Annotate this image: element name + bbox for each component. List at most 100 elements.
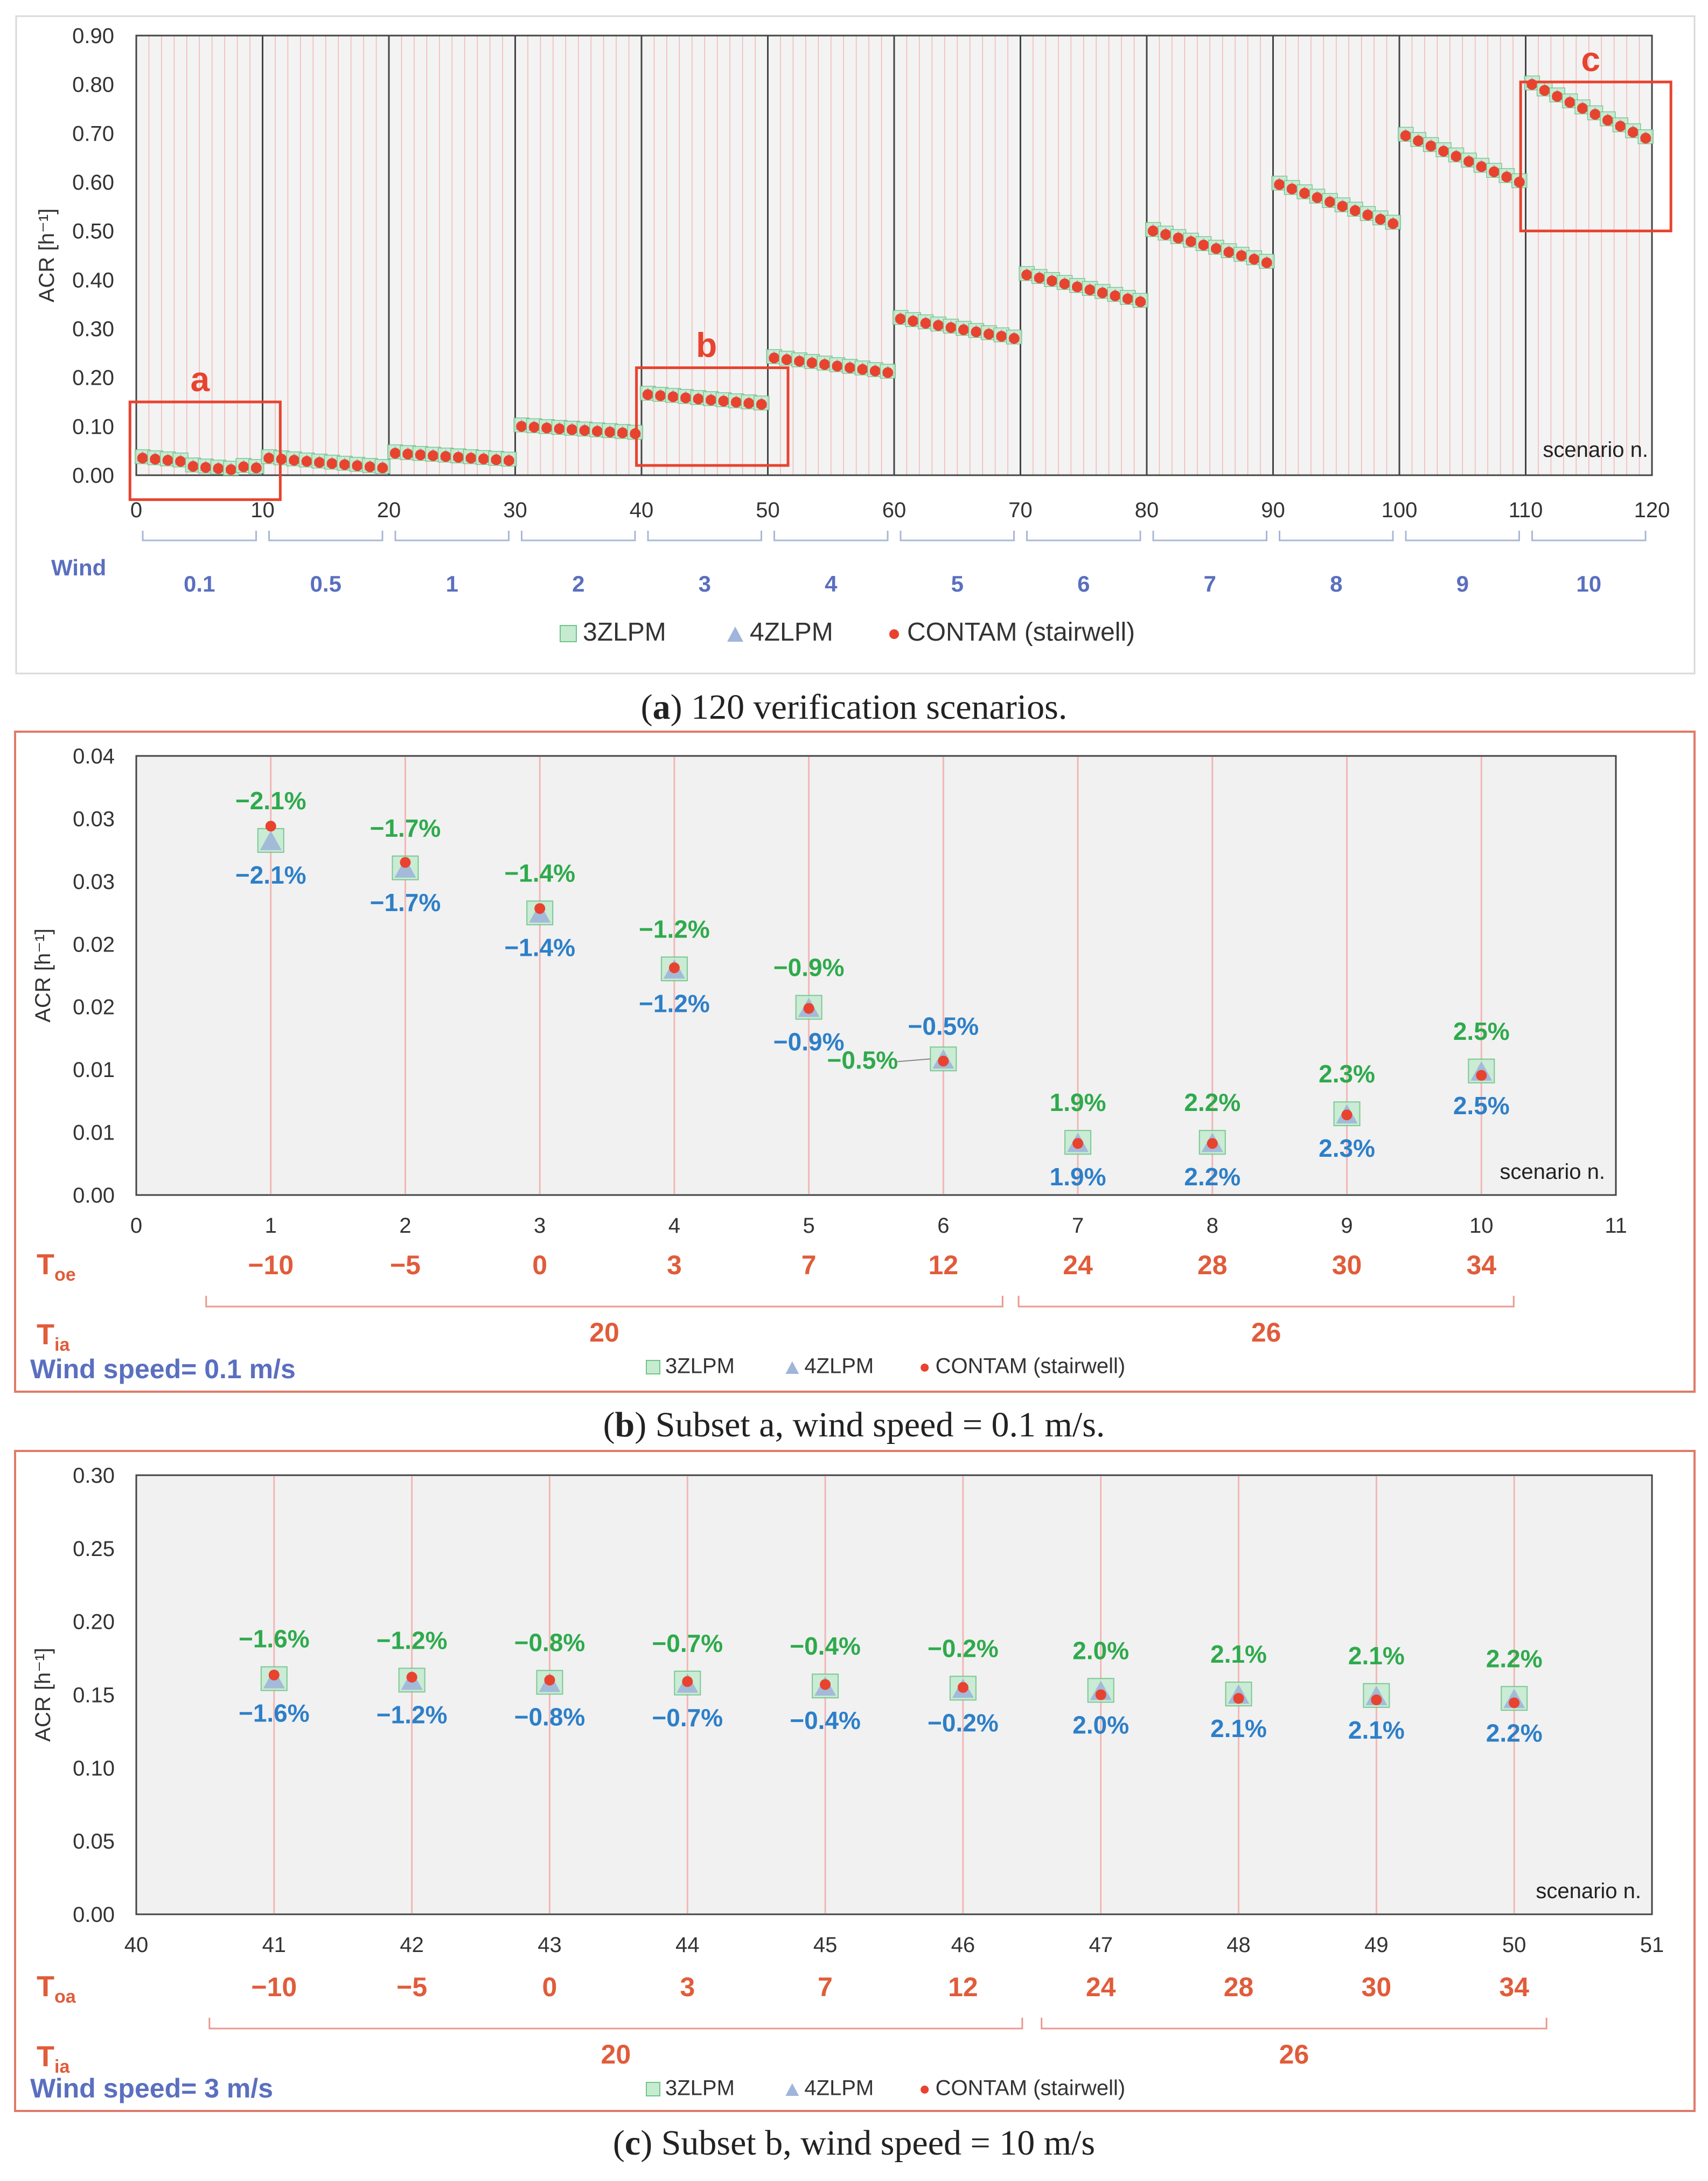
- panel-a-contam-point: [819, 359, 831, 370]
- panel-b-x-tick-label: 3: [534, 1214, 546, 1238]
- caption-a-text: 120 verification scenarios.: [682, 687, 1068, 727]
- panel-c-legend-4zlpm-marker: [785, 2083, 799, 2096]
- panel-c-legend: 3ZLPM 4ZLPM CONTAM (stairwell): [646, 2076, 1125, 2100]
- panel-a-contam-point: [1135, 296, 1146, 308]
- panel-b-x-tick-label: 11: [1605, 1214, 1627, 1238]
- panel-b-toe-value: 7: [801, 1250, 817, 1280]
- panel-c-x-tick-label: 51: [1640, 1933, 1664, 1957]
- panel-a-wind-group-label: 9: [1456, 571, 1469, 596]
- panel-c-contam-point: [268, 1669, 280, 1680]
- panel-a-wind-bracket: [1026, 531, 1141, 541]
- panel-c-legend-3zlpm-label: 3ZLPM: [665, 2076, 735, 2100]
- panel-a-wind-bracket: [268, 531, 384, 541]
- panel-a-y-tick-label: 0.60: [72, 171, 114, 195]
- panel-c-diff-4zlpm-label: 2.2%: [1486, 1719, 1543, 1747]
- panel-b-diff-3zlpm-label: −0.5%: [827, 1046, 898, 1074]
- panel-a-contam-point: [503, 455, 514, 466]
- panel-a-contam-point: [693, 393, 704, 405]
- panel-b-diff-3zlpm-label: −2.1%: [235, 787, 306, 815]
- panel-c-contam-point: [1509, 1697, 1520, 1708]
- panel-c-x-tick-label: 47: [1089, 1933, 1113, 1957]
- panel-a-wind-bracket: [521, 531, 636, 541]
- panel-b-tia-value: 26: [1251, 1317, 1281, 1348]
- panel-b-diff-3zlpm-label: −1.2%: [639, 915, 710, 943]
- panel-b-contam-point: [938, 1055, 949, 1067]
- panel-b-legend-3zlpm-label: 3ZLPM: [665, 1354, 735, 1378]
- panel-c-diff-3zlpm-label: 2.1%: [1348, 1642, 1405, 1670]
- panel-a-contam-point: [175, 456, 186, 467]
- caption-b: (b) Subset a, wind speed = 0.1 m/s.: [603, 1405, 1105, 1444]
- panel-a-wind-group-label: 5: [951, 571, 964, 596]
- caption-a: (a) 120 verification scenarios.: [640, 687, 1068, 727]
- panel-c-x-tick-label: 42: [400, 1933, 424, 1957]
- panel-a-contam-point: [402, 448, 414, 460]
- panel-a-legend-4zlpm-marker: [727, 627, 743, 642]
- caption-c: (c) Subset b, wind speed = 10 m/s: [612, 2123, 1096, 2163]
- caption-a-letter: a: [652, 687, 671, 727]
- panel-c-tia-bracket: [1041, 2018, 1547, 2030]
- panel-a-y-tick-label: 0.20: [72, 366, 114, 390]
- panel-a-x-tick-label: 30: [503, 498, 527, 522]
- panel-c-toe-value: 12: [948, 1972, 978, 2002]
- panel-a-contam-point: [832, 360, 843, 372]
- panel-a-contam-point: [1173, 232, 1184, 244]
- panel-a-wind-group-label: 6: [1077, 571, 1090, 596]
- panel-a-wind-group-label: 10: [1576, 571, 1601, 596]
- panel-a-x-tick-label: 40: [630, 498, 654, 522]
- panel-a-contam-point: [440, 451, 451, 462]
- panel-b-contam-point: [1207, 1138, 1218, 1149]
- panel-a-contam-point: [604, 426, 616, 437]
- panel-a-legend-4zlpm-label: 4ZLPM: [750, 618, 833, 647]
- panel-b-toe-value: 34: [1466, 1250, 1496, 1280]
- panel-a-legend: 3ZLPM 4ZLPM CONTAM (stairwell): [560, 618, 1135, 647]
- panel-c-diff-4zlpm-label: 2.0%: [1072, 1711, 1129, 1739]
- panel-a-contam-point: [933, 319, 944, 331]
- panel-a-x-tick-label: 90: [1261, 498, 1285, 522]
- panel-a-zoom-box-label-b: b: [696, 326, 717, 365]
- panel-a-wind-group-label: 1: [446, 571, 458, 596]
- panel-c-tia-bracket: [208, 2018, 1023, 2030]
- panel-a-y-tick-label: 0.70: [72, 122, 114, 145]
- panel-b-x-tick-label: 6: [937, 1214, 949, 1238]
- panel-a-contam-point: [326, 458, 338, 469]
- panel-c-plot-area: [135, 1474, 1653, 1915]
- panel-b-toe-value: 3: [667, 1250, 682, 1280]
- panel-b-contam-point: [534, 903, 546, 914]
- panel-a-contam-point: [844, 362, 855, 373]
- panel-a-contam-point: [617, 427, 628, 439]
- panel-a-contam-point: [1160, 229, 1172, 240]
- panel-b-diff-3zlpm-label: −1.4%: [504, 859, 575, 887]
- panel-c-toe-value: 3: [680, 1972, 695, 2002]
- panel-c-toe-value: 0: [542, 1972, 557, 2002]
- panel-b-y-tick-label: 0.03: [73, 807, 115, 831]
- panel-a-contam-point: [162, 455, 173, 466]
- panel-b-legend: 3ZLPM 4ZLPM CONTAM (stairwell): [646, 1354, 1125, 1378]
- panel-a-contam-point: [1147, 225, 1159, 237]
- panel-a-contam-point: [857, 364, 868, 375]
- panel-a-zoom-box-label-c: c: [1581, 40, 1600, 79]
- panel-a-legend-contam-marker: [889, 629, 899, 639]
- panel-a-contam-point: [1249, 254, 1260, 265]
- panel-c-diff-3zlpm-label: 2.0%: [1072, 1636, 1129, 1664]
- panel-a-x-tick-label: 50: [756, 498, 780, 522]
- panel-a-contam-point: [945, 322, 957, 333]
- panel-c-contam-point: [544, 1675, 555, 1686]
- panel-a-contam-point: [869, 365, 881, 377]
- panel-c-toe-value: 30: [1362, 1972, 1392, 2002]
- panel-c-contam-point: [1371, 1694, 1382, 1706]
- panel-a-contam-point: [452, 452, 464, 463]
- panel-a-contam-point: [1590, 109, 1601, 120]
- panel-c-diff-4zlpm-label: −1.6%: [239, 1699, 310, 1727]
- panel-b-diff-3zlpm-label: −1.7%: [370, 814, 441, 842]
- panel-b-diff-4zlpm-label: −1.4%: [504, 933, 575, 961]
- panel-a-x-tick-label: 80: [1135, 498, 1159, 522]
- panel-c-diff-4zlpm-label: −1.2%: [377, 1700, 448, 1728]
- panel-b-x-tick-label: 4: [668, 1214, 680, 1238]
- panel-b-x-tick-label: 9: [1341, 1214, 1353, 1238]
- panel-b-diff-3zlpm-label: 2.3%: [1319, 1060, 1375, 1088]
- panel-c-x-tick-label: 43: [538, 1933, 562, 1957]
- panel-c-diff-4zlpm-label: −0.4%: [790, 1706, 861, 1734]
- panel-a-contam-point: [1324, 196, 1336, 207]
- panel-a-frame: [15, 15, 1696, 675]
- panel-a-contam-point: [895, 313, 906, 324]
